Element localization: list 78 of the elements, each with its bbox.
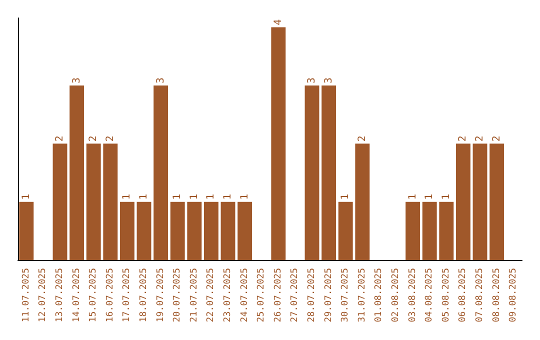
x-tick-label: 22.07.2025: [206, 268, 216, 322]
bar: [103, 144, 118, 260]
bar: [490, 144, 504, 260]
x-tick-label: 12.07.2025: [38, 268, 48, 322]
data-label: 1: [424, 194, 436, 200]
bar: [70, 85, 84, 260]
data-label: 1: [172, 194, 184, 200]
bar: [120, 202, 134, 260]
bar: [204, 202, 218, 260]
data-label: 2: [88, 136, 100, 142]
data-label: 2: [104, 136, 116, 142]
x-tick-label: 17.07.2025: [122, 268, 132, 322]
x-tick-label: 03.08.2025: [408, 268, 418, 322]
bar: [19, 202, 34, 260]
data-label: 1: [138, 194, 150, 200]
bar: [136, 202, 152, 260]
data-label: 3: [306, 77, 318, 84]
x-tick-label: 24.07.2025: [240, 268, 250, 322]
data-label: 1: [122, 194, 133, 200]
x-tick-label: 16.07.2025: [105, 268, 116, 322]
bar: [439, 202, 454, 260]
bar: [271, 27, 286, 260]
bar: [422, 202, 437, 260]
x-tick-label: 30.07.2025: [340, 268, 351, 322]
data-label: 1: [407, 194, 418, 200]
x-tick-label: 31.07.2025: [357, 268, 368, 322]
x-tick-label: 29.07.2025: [324, 268, 334, 322]
bar: [355, 144, 370, 260]
data-label: 1: [188, 194, 200, 200]
data-label: 2: [54, 136, 66, 142]
data-label: 4: [272, 19, 284, 26]
data-label: 1: [222, 194, 234, 200]
x-tick-label: 06.08.2025: [458, 268, 468, 322]
bar: [406, 202, 420, 260]
x-tick-label: 19.07.2025: [156, 268, 166, 322]
bar: [52, 144, 68, 260]
bar: [170, 202, 185, 260]
data-label: 2: [458, 136, 469, 142]
data-label: 1: [239, 194, 250, 200]
data-label: 1: [440, 194, 452, 200]
data-label: 2: [356, 136, 368, 142]
x-tick-label: 21.07.2025: [189, 268, 200, 322]
x-tick-label: 26.07.2025: [273, 268, 284, 322]
x-tick-label: 25.07.2025: [256, 268, 267, 322]
bar: [472, 144, 488, 260]
x-tick-label: 15.07.2025: [88, 268, 99, 322]
x-tick-label: 20.07.2025: [172, 268, 183, 322]
data-label: 1: [206, 194, 217, 200]
x-tick-label: 04.08.2025: [424, 268, 435, 322]
bar: [238, 202, 252, 260]
data-label: 3: [155, 77, 166, 84]
bar: [338, 202, 353, 260]
data-label: 3: [323, 77, 334, 84]
bar: [86, 144, 101, 260]
bar: [456, 144, 470, 260]
x-tick-label: 18.07.2025: [139, 268, 149, 322]
bar: [154, 85, 168, 260]
bar: [322, 85, 336, 260]
x-tick-label: 14.07.2025: [72, 268, 82, 322]
x-tick-label: 01.08.2025: [374, 268, 384, 322]
x-tick-label: 09.08.2025: [508, 268, 519, 322]
x-tick-label: 07.08.2025: [475, 268, 485, 322]
bar: [220, 202, 236, 260]
x-tick-label: 11.07.2025: [21, 268, 32, 322]
data-label: 1: [340, 194, 352, 200]
x-tick-label: 13.07.2025: [55, 268, 65, 322]
bar: [187, 202, 202, 260]
bar: [304, 85, 320, 260]
data-label: 1: [20, 194, 32, 200]
x-tick-label: 23.07.2025: [223, 268, 233, 322]
data-label: 3: [71, 77, 82, 84]
data-label: 2: [474, 136, 486, 142]
x-tick-label: 27.07.2025: [290, 268, 300, 322]
x-tick-label: 02.08.2025: [391, 268, 401, 322]
x-tick-label: 28.07.2025: [307, 268, 317, 322]
x-tick-label: 05.08.2025: [441, 268, 452, 322]
x-tick-label: 08.08.2025: [492, 268, 502, 322]
data-label: 2: [491, 136, 502, 142]
